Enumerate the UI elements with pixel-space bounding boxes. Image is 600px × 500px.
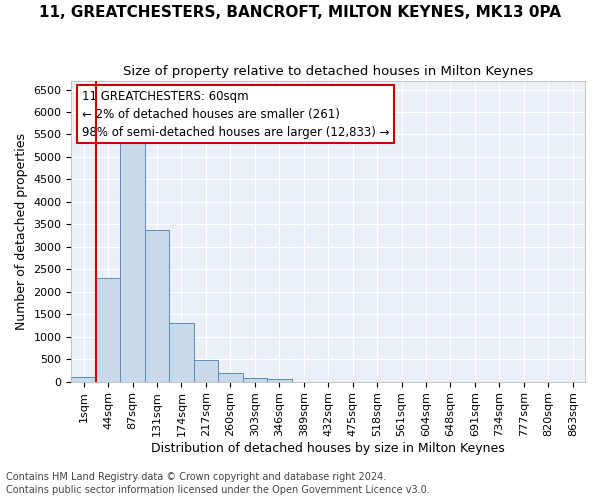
Bar <box>71 377 96 382</box>
Bar <box>145 230 169 382</box>
Bar <box>218 372 242 382</box>
Bar <box>267 380 292 382</box>
Text: Contains HM Land Registry data © Crown copyright and database right 2024.
Contai: Contains HM Land Registry data © Crown c… <box>6 472 430 495</box>
Bar <box>96 278 121 382</box>
Y-axis label: Number of detached properties: Number of detached properties <box>15 132 28 330</box>
Bar <box>169 323 194 382</box>
Bar <box>242 378 267 382</box>
Text: 11 GREATCHESTERS: 60sqm
← 2% of detached houses are smaller (261)
98% of semi-de: 11 GREATCHESTERS: 60sqm ← 2% of detached… <box>82 90 389 138</box>
Text: 11, GREATCHESTERS, BANCROFT, MILTON KEYNES, MK13 0PA: 11, GREATCHESTERS, BANCROFT, MILTON KEYN… <box>39 5 561 20</box>
Bar <box>121 139 145 382</box>
Title: Size of property relative to detached houses in Milton Keynes: Size of property relative to detached ho… <box>123 65 533 78</box>
Bar <box>194 360 218 382</box>
X-axis label: Distribution of detached houses by size in Milton Keynes: Distribution of detached houses by size … <box>151 442 505 455</box>
